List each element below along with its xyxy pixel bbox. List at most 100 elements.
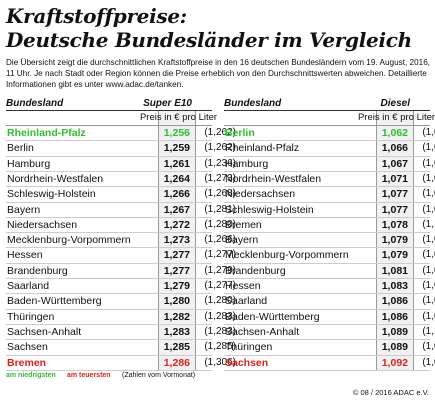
row-separator bbox=[6, 247, 212, 249]
previous-price: (1,279) bbox=[204, 264, 236, 276]
row-separator bbox=[224, 140, 430, 142]
row-separator bbox=[6, 369, 212, 371]
column-header: Bundesland bbox=[224, 98, 282, 109]
previous-price: (1,277) bbox=[204, 249, 236, 261]
price: 1,077 bbox=[381, 188, 408, 201]
row-separator bbox=[6, 125, 212, 126]
previous-price: (1,262) bbox=[204, 142, 236, 154]
price: 1,277 bbox=[163, 249, 190, 262]
region: Thüringen bbox=[225, 341, 273, 354]
row-separator bbox=[6, 232, 212, 234]
row-separator bbox=[224, 339, 430, 341]
region: Berlin bbox=[7, 142, 34, 155]
row-separator bbox=[224, 323, 430, 325]
row-separator bbox=[224, 232, 430, 234]
row-separator bbox=[224, 369, 430, 371]
region: Sachsen-Anhalt bbox=[7, 325, 82, 338]
row-separator bbox=[6, 278, 212, 279]
previous-price: (1,236) bbox=[204, 157, 236, 169]
price: 1,256 bbox=[163, 127, 190, 139]
previous-price: (1,105) bbox=[422, 218, 435, 230]
price-column bbox=[158, 110, 196, 370]
region: Nordrhein-Westfalen bbox=[225, 172, 322, 185]
previous-price: (1,082) bbox=[422, 341, 435, 353]
header-rule bbox=[224, 110, 430, 111]
unit-label: Preis in € pro Liter bbox=[357, 112, 435, 123]
price: 1,280 bbox=[163, 295, 190, 308]
title: Deutsche Bundesländer im Vergleich bbox=[6, 28, 412, 52]
previous-price: (1,089) bbox=[422, 310, 435, 322]
row-separator bbox=[224, 155, 430, 157]
row-separator bbox=[6, 201, 212, 203]
price: 1,079 bbox=[381, 249, 408, 262]
previous-price: (1,280) bbox=[204, 218, 236, 230]
region: Mecklenburg-Vorpommern bbox=[225, 249, 349, 262]
price: 1,277 bbox=[163, 264, 190, 277]
region: Bayern bbox=[225, 234, 259, 247]
row-separator bbox=[224, 186, 430, 188]
column-header: Diesel bbox=[380, 98, 410, 109]
previous-price: (1,098) bbox=[422, 264, 435, 276]
title: Kraftstoffpreise: bbox=[6, 4, 187, 28]
region: Saarland bbox=[225, 295, 268, 308]
price: 1,272 bbox=[163, 218, 190, 231]
row-separator bbox=[6, 293, 212, 295]
region: Brandenburg bbox=[225, 264, 286, 277]
row-separator bbox=[224, 278, 430, 279]
previous-price: (1,086) bbox=[422, 188, 435, 200]
region: Thüringen bbox=[7, 310, 55, 323]
price: 1,279 bbox=[163, 280, 190, 292]
row-separator bbox=[224, 216, 430, 218]
previous-price: (1,081) bbox=[422, 172, 435, 184]
region: Hamburg bbox=[225, 157, 269, 170]
previous-price: (1,283) bbox=[204, 310, 236, 322]
row-separator bbox=[6, 354, 212, 356]
region: Hessen bbox=[225, 280, 261, 292]
previous-price: (1,283) bbox=[204, 325, 236, 337]
row-separator bbox=[224, 170, 430, 172]
region: Brandenburg bbox=[7, 264, 68, 277]
region: Rheinland-Pfalz bbox=[7, 127, 86, 139]
region: Bremen bbox=[225, 218, 262, 231]
price: 1,259 bbox=[163, 142, 190, 155]
price: 1,267 bbox=[163, 203, 190, 216]
region: Niedersachsen bbox=[225, 188, 296, 201]
region: Bremen bbox=[7, 356, 47, 369]
price: 1,066 bbox=[381, 142, 408, 155]
previous-price: (1,102) bbox=[422, 325, 435, 337]
previous-price: (1,076) bbox=[422, 142, 435, 154]
price: 1,079 bbox=[381, 234, 408, 247]
row-separator bbox=[6, 170, 212, 172]
row-separator bbox=[6, 155, 212, 157]
legend-highest: am teuersten bbox=[67, 372, 111, 379]
previous-price: (1,262) bbox=[204, 127, 236, 138]
previous-price: (1,266) bbox=[204, 234, 236, 246]
region: Berlin bbox=[225, 127, 255, 139]
previous-price: (1,086) bbox=[422, 203, 435, 215]
row-separator bbox=[6, 216, 212, 218]
row-separator bbox=[224, 262, 430, 264]
previous-price: (1,086) bbox=[422, 295, 435, 307]
region: Baden-Württemberg bbox=[7, 295, 102, 308]
row-separator bbox=[6, 140, 212, 142]
price: 1,086 bbox=[381, 295, 408, 308]
region: Schleswig-Holstein bbox=[7, 188, 96, 201]
unit-label: Preis in € pro Liter bbox=[139, 112, 218, 123]
description: Die Übersicht zeigt die durchschnittlich… bbox=[6, 58, 431, 89]
price: 1,077 bbox=[381, 203, 408, 216]
price: 1,282 bbox=[163, 310, 190, 323]
row-separator bbox=[6, 186, 212, 188]
legend-lowest: am niedrigsten bbox=[6, 372, 56, 379]
price: 1,086 bbox=[381, 310, 408, 323]
price: 1,283 bbox=[163, 325, 190, 338]
row-separator bbox=[6, 339, 212, 341]
legend-previous: (Zahlen vom Vormonat) bbox=[122, 372, 196, 379]
previous-price: (1,277) bbox=[204, 280, 236, 291]
price: 1,273 bbox=[163, 234, 190, 247]
region: Mecklenburg-Vorpommern bbox=[7, 234, 131, 247]
previous-price: (1,075) bbox=[422, 249, 435, 261]
previous-price: (1,089) bbox=[422, 234, 435, 246]
region: Niedersachsen bbox=[7, 218, 78, 231]
price: 1,089 bbox=[381, 341, 408, 354]
